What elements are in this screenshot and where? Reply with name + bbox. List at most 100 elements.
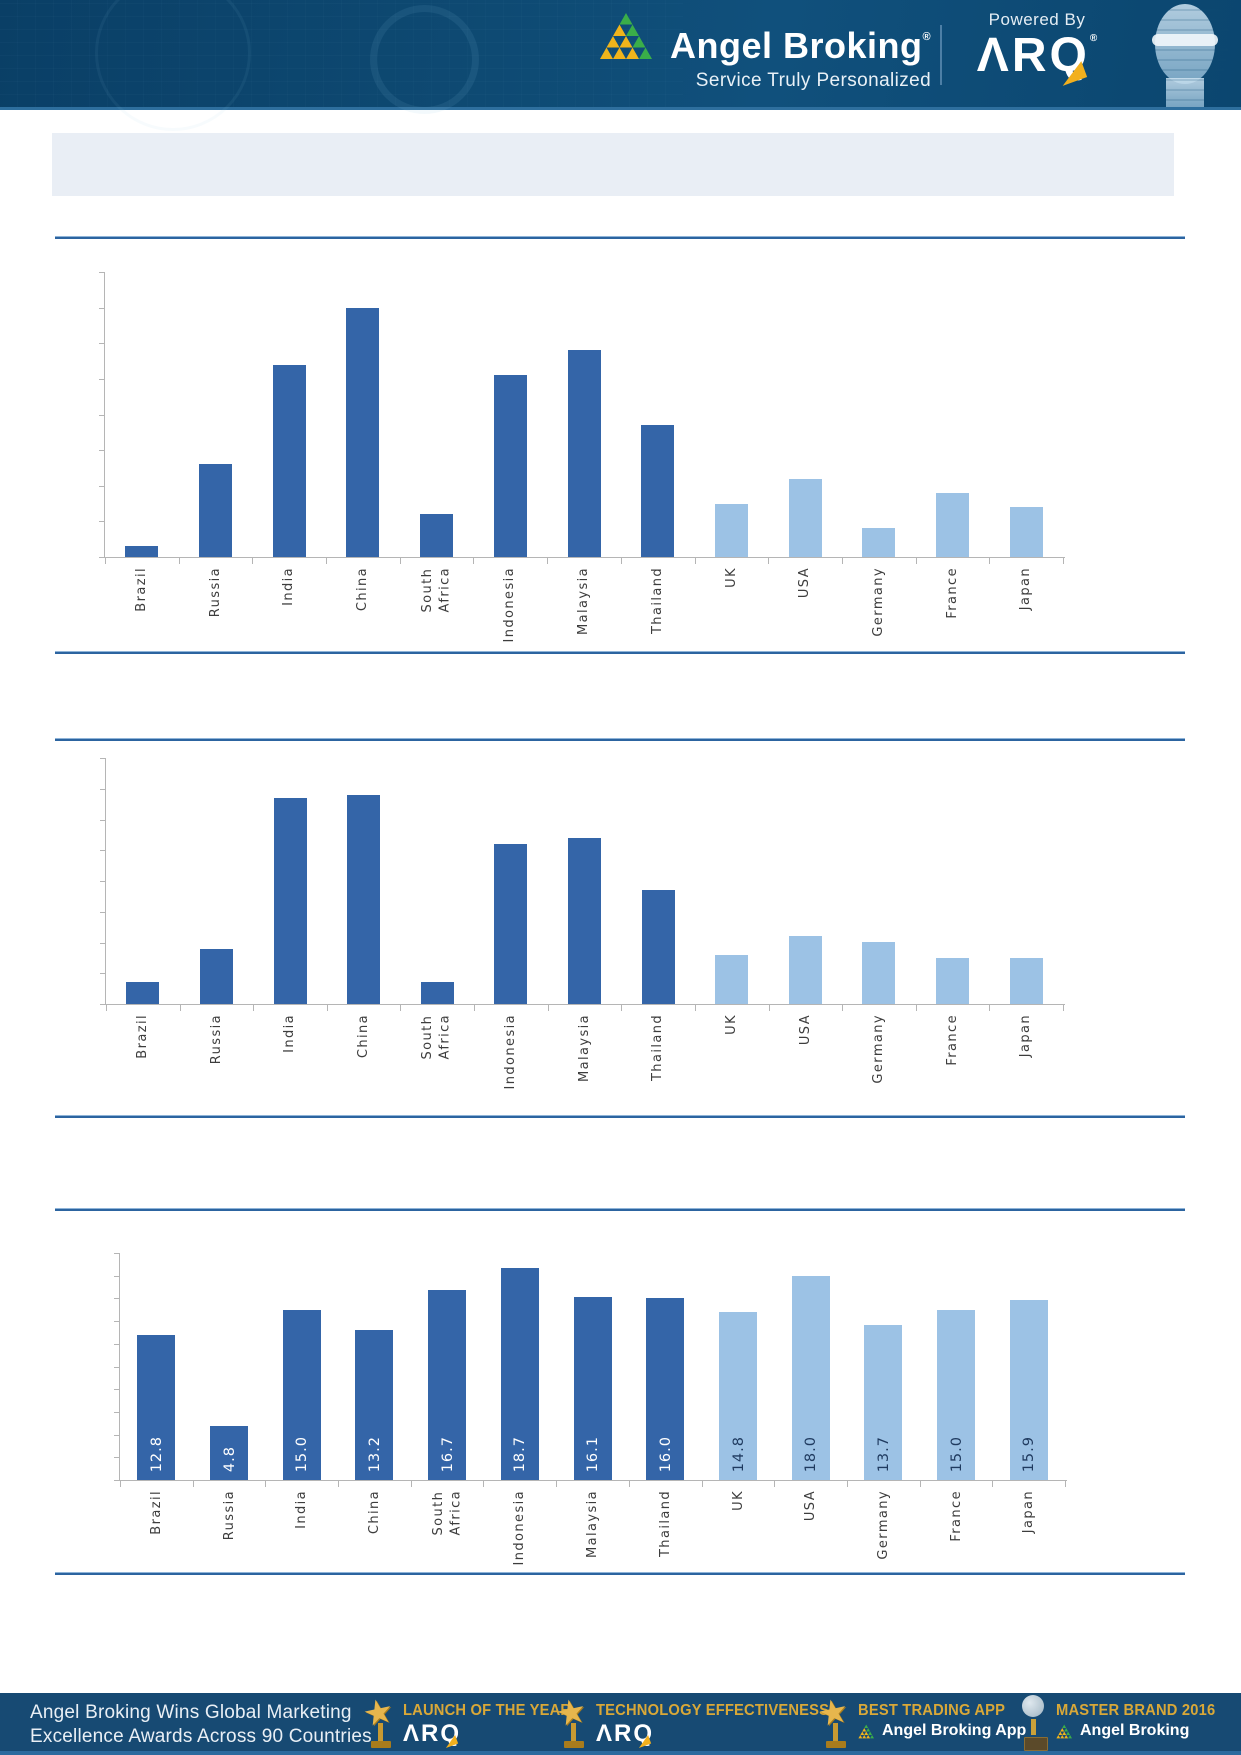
footer-headline-line2: Excellence Awards Across 90 Countries bbox=[30, 1726, 372, 1748]
x-axis bbox=[100, 1004, 1065, 1005]
star-trophy-icon: ★ bbox=[359, 1691, 399, 1755]
y-axis-tick bbox=[114, 1344, 119, 1345]
decor-ring bbox=[95, 0, 251, 131]
bar bbox=[646, 1298, 684, 1480]
category-label-slot: UK bbox=[695, 1014, 769, 1134]
x-axis-tick bbox=[916, 558, 917, 564]
category-label: South Africa bbox=[420, 567, 453, 613]
y-axis-tick bbox=[114, 1253, 119, 1254]
category-label: France bbox=[948, 1490, 964, 1542]
category-label: India bbox=[281, 567, 297, 606]
bar bbox=[862, 528, 895, 557]
award-subtitle: Angel Broking App bbox=[882, 1722, 1027, 1739]
x-axis-tick bbox=[989, 558, 990, 564]
category-label: Germany bbox=[871, 1014, 887, 1084]
category-label: USA bbox=[797, 567, 813, 599]
category-label: India bbox=[282, 1014, 298, 1053]
category-label: Thailand bbox=[657, 1490, 673, 1558]
registered-mark: ® bbox=[922, 31, 932, 43]
category-label: China bbox=[355, 567, 371, 612]
x-axis-tick bbox=[847, 1481, 848, 1487]
y-axis-tick bbox=[100, 850, 105, 851]
category-label-slot: USA bbox=[769, 1014, 843, 1134]
x-axis-tick bbox=[992, 1481, 993, 1487]
bar bbox=[137, 1335, 175, 1480]
bar-value-label: 12.8 bbox=[120, 1335, 193, 1480]
category-label: Malaysia bbox=[584, 1490, 600, 1559]
y-axis-tick bbox=[114, 1321, 119, 1322]
ai-head-graphic bbox=[1142, 4, 1228, 107]
powered-by-label: Powered By bbox=[988, 10, 1086, 29]
bar bbox=[347, 795, 380, 1004]
y-axis-tick bbox=[99, 415, 104, 416]
bar bbox=[789, 936, 822, 1004]
x-axis-tick bbox=[920, 1481, 921, 1487]
x-axis-tick bbox=[774, 1481, 775, 1487]
x-axis-tick bbox=[548, 1005, 549, 1011]
arq-wordmark: ΛRQ bbox=[403, 1720, 462, 1748]
award-title: BEST TRADING APP bbox=[858, 1702, 1006, 1719]
y-axis-tick bbox=[100, 820, 105, 821]
bar bbox=[199, 464, 232, 557]
bar bbox=[937, 1310, 975, 1480]
x-axis-tick bbox=[1063, 1005, 1064, 1011]
x-axis-tick bbox=[120, 1481, 121, 1487]
bar bbox=[864, 1325, 902, 1480]
x-axis-tick bbox=[179, 558, 180, 564]
x-axis-tick bbox=[989, 1005, 990, 1011]
decor-ring bbox=[370, 5, 479, 114]
category-label: Germany bbox=[871, 567, 887, 637]
award-subtitle: Angel Broking bbox=[1080, 1722, 1190, 1739]
category-label-slot: Russia bbox=[193, 1490, 266, 1600]
category-label-slot: USA bbox=[768, 567, 842, 687]
y-axis-tick bbox=[99, 272, 104, 273]
y-axis-tick bbox=[114, 1412, 119, 1413]
bar bbox=[568, 350, 601, 557]
x-axis-tick bbox=[621, 1005, 622, 1011]
category-label-slot: Thailand bbox=[629, 1490, 702, 1600]
x-axis-tick bbox=[695, 1005, 696, 1011]
bar bbox=[641, 425, 674, 557]
category-label-slot: Japan bbox=[989, 567, 1063, 687]
award-item: TECHNOLOGY EFFECTIVENESS ΛRQ bbox=[596, 1693, 849, 1755]
y-axis-tick bbox=[100, 973, 105, 974]
bar bbox=[1010, 1300, 1048, 1480]
category-label-slot: Germany bbox=[842, 1014, 916, 1134]
category-label-slot: Malaysia bbox=[556, 1490, 629, 1600]
category-label-slot: China bbox=[327, 1014, 401, 1134]
category-label-slot: Japan bbox=[992, 1490, 1065, 1600]
bar bbox=[789, 479, 822, 557]
bar-value-label: 13.7 bbox=[847, 1325, 920, 1480]
arq-wordmark: ΛRQ bbox=[596, 1720, 655, 1748]
x-axis-tick bbox=[253, 1005, 254, 1011]
star-trophy-icon: ★ bbox=[814, 1691, 854, 1755]
section-rule bbox=[55, 1115, 1185, 1118]
x-axis-tick bbox=[629, 1481, 630, 1487]
x-axis-tick bbox=[916, 1005, 917, 1011]
bar bbox=[494, 375, 527, 557]
award-item: LAUNCH OF THE YEAR ΛRQ bbox=[403, 1693, 586, 1755]
angel-pyramid-icon bbox=[858, 1724, 874, 1738]
category-label: Japan bbox=[1018, 567, 1034, 611]
bar-value-text: 16.1 bbox=[584, 1435, 601, 1472]
y-axis-tick bbox=[114, 1457, 119, 1458]
bar-value-text: 18.7 bbox=[511, 1435, 528, 1472]
y-axis-tick bbox=[99, 379, 104, 380]
angel-pyramid-icon bbox=[1056, 1724, 1072, 1738]
bar bbox=[125, 546, 158, 557]
category-label-slot: India bbox=[265, 1490, 338, 1600]
bar bbox=[210, 1426, 248, 1480]
bar-value-text: 13.7 bbox=[875, 1435, 892, 1472]
y-axis-tick bbox=[99, 557, 104, 558]
x-axis-tick bbox=[265, 1481, 266, 1487]
y-axis-tick bbox=[99, 343, 104, 344]
category-label-slot: India bbox=[252, 567, 326, 687]
y-axis bbox=[105, 758, 106, 1005]
category-label-slot: Indonesia bbox=[474, 1014, 548, 1134]
x-axis bbox=[99, 557, 1065, 558]
category-label-slot: UK bbox=[702, 1490, 775, 1600]
bar bbox=[574, 1297, 612, 1480]
y-axis-tick bbox=[114, 1367, 119, 1368]
arq-wordmark: ΛRQ® bbox=[977, 32, 1097, 86]
category-label: South Africa bbox=[420, 1014, 453, 1060]
